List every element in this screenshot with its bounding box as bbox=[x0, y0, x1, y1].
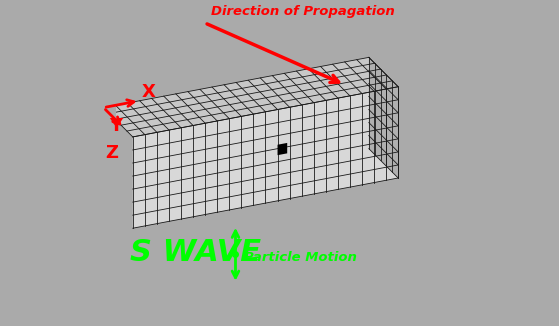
Text: S WAVE: S WAVE bbox=[130, 238, 260, 267]
Text: Particle Motion: Particle Motion bbox=[244, 251, 357, 264]
Polygon shape bbox=[133, 87, 398, 228]
Text: Y: Y bbox=[110, 117, 122, 135]
Text: Z: Z bbox=[105, 144, 118, 162]
Text: Direction of Propagation: Direction of Propagation bbox=[211, 5, 395, 18]
Polygon shape bbox=[278, 143, 287, 155]
Polygon shape bbox=[369, 57, 398, 178]
Text: X: X bbox=[141, 83, 155, 101]
Polygon shape bbox=[103, 57, 398, 137]
